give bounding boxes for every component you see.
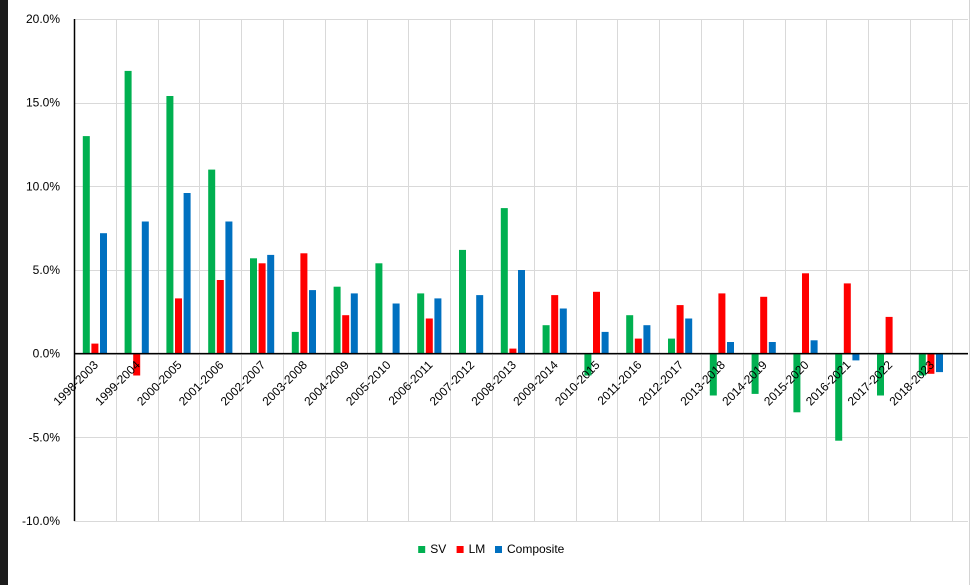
bar-lm-2001-2006[interactable] <box>216 280 224 354</box>
bar-lm-2010-2015[interactable] <box>593 291 600 354</box>
y-tick-label: 20.0% <box>26 12 60 26</box>
gridlines <box>74 19 968 522</box>
y-tick-label: 0.0% <box>33 347 61 361</box>
y-tick-label: 5.0% <box>33 263 61 277</box>
bar-composite-1998-2003[interactable] <box>100 233 107 354</box>
bar-lm-1999-2004[interactable] <box>133 353 141 376</box>
axes <box>73 19 968 521</box>
bar-sv-2003-2008[interactable] <box>291 331 299 354</box>
legend-label-composite[interactable]: Composite <box>507 542 565 556</box>
legend[interactable]: SV LM Composite <box>418 542 565 556</box>
bar-sv-2012-2017[interactable] <box>668 338 675 354</box>
bar-composite-2001-2006[interactable] <box>225 221 233 354</box>
x-axis-tick-labels: 1998-20031999-20042000-20052001-20062002… <box>51 358 938 409</box>
bar-composite-2000-2005[interactable] <box>183 193 191 354</box>
bar-lm-2000-2005[interactable] <box>175 298 182 354</box>
bar-sv-2006-2011[interactable] <box>417 293 425 354</box>
legend-swatch-composite <box>495 546 502 553</box>
bar-sv-2008-2013[interactable] <box>500 208 508 354</box>
x-tick-label: 2005-2010 <box>343 358 394 409</box>
bars <box>82 70 943 441</box>
bar-sv-2015-2020[interactable] <box>793 353 801 413</box>
y-tick-label: 10.0% <box>26 179 60 193</box>
bar-composite-2008-2013[interactable] <box>518 270 525 354</box>
bar-sv-2014-2019[interactable] <box>751 353 759 394</box>
bar-lm-2016-2021[interactable] <box>843 283 851 354</box>
bar-lm-2004-2009[interactable] <box>342 315 350 354</box>
bar-lm-2003-2008[interactable] <box>300 253 308 354</box>
bar-composite-2007-2012[interactable] <box>476 295 484 354</box>
bar-composite-2009-2014[interactable] <box>559 308 567 354</box>
legend-label-lm[interactable]: LM <box>469 542 486 556</box>
legend-swatch-sv <box>418 546 426 553</box>
bar-sv-2009-2014[interactable] <box>542 325 550 354</box>
y-axis-tick-labels: 20.0% 15.0% 10.0% 5.0% 0.0% -5.0% -10.0% <box>22 12 60 528</box>
bar-lm-1998-2003[interactable] <box>91 343 99 354</box>
bar-sv-1999-2004[interactable] <box>124 70 132 354</box>
bar-lm-2008-2013[interactable] <box>509 348 517 354</box>
window-edge <box>0 0 8 585</box>
bar-composite-2013-2018[interactable] <box>727 342 734 354</box>
bar-sv-2017-2022[interactable] <box>877 353 884 396</box>
bar-sv-2004-2009[interactable] <box>333 286 341 354</box>
bar-sv-2001-2006[interactable] <box>208 169 216 354</box>
bar-composite-2003-2008[interactable] <box>309 290 316 354</box>
bar-sv-2018-2023[interactable] <box>918 353 926 376</box>
bar-composite-2016-2021[interactable] <box>852 353 860 361</box>
bar-sv-1998-2003[interactable] <box>82 136 90 354</box>
spreadsheet-cells-edge <box>969 0 973 585</box>
bar-lm-2018-2023[interactable] <box>927 353 935 374</box>
bar-lm-2014-2019[interactable] <box>760 296 768 354</box>
bar-composite-2012-2017[interactable] <box>685 318 693 354</box>
bar-lm-2009-2014[interactable] <box>551 295 559 354</box>
legend-swatch-lm <box>456 546 464 553</box>
bar-sv-2016-2021[interactable] <box>835 353 843 441</box>
bar-sv-2010-2015[interactable] <box>584 353 592 376</box>
bar-lm-2002-2007[interactable] <box>258 263 266 354</box>
legend-label-sv[interactable]: SV <box>430 542 446 556</box>
y-tick-label: 15.0% <box>26 96 60 110</box>
bar-sv-2000-2005[interactable] <box>166 96 174 354</box>
bar-composite-1999-2004[interactable] <box>141 221 149 354</box>
bar-composite-2018-2023[interactable] <box>936 353 943 373</box>
bar-sv-2011-2016[interactable] <box>626 315 634 354</box>
bar-composite-2005-2010[interactable] <box>392 303 400 354</box>
y-tick-label: -5.0% <box>29 430 61 444</box>
bar-composite-2006-2011[interactable] <box>434 298 442 354</box>
x-tick-label: 2018-2023 <box>887 358 938 409</box>
bar-composite-2004-2009[interactable] <box>350 293 358 354</box>
bar-composite-2011-2016[interactable] <box>643 325 651 354</box>
bar-composite-2014-2019[interactable] <box>768 342 776 354</box>
bar-chart[interactable]: 20.0% 15.0% 10.0% 5.0% 0.0% -5.0% -10.0% 1998-… <box>8 0 970 585</box>
y-tick-label: -10.0% <box>22 514 60 528</box>
x-tick-label: 2010-2015 <box>552 358 603 409</box>
bar-composite-2015-2020[interactable] <box>810 340 818 354</box>
bar-lm-2011-2016[interactable] <box>634 338 642 354</box>
bar-lm-2012-2017[interactable] <box>676 305 684 354</box>
bar-lm-2013-2018[interactable] <box>718 293 726 354</box>
bar-lm-2017-2022[interactable] <box>885 316 893 354</box>
bar-sv-2013-2018[interactable] <box>709 353 717 396</box>
bar-composite-2010-2015[interactable] <box>601 331 609 354</box>
bar-sv-2002-2007[interactable] <box>250 258 257 354</box>
bar-lm-2006-2011[interactable] <box>425 318 433 354</box>
bar-lm-2015-2020[interactable] <box>802 273 809 354</box>
bar-composite-2002-2007[interactable] <box>267 254 275 354</box>
bar-sv-2007-2012[interactable] <box>459 249 466 354</box>
bar-sv-2005-2010[interactable] <box>375 263 383 354</box>
chart-area[interactable]: 20.0% 15.0% 10.0% 5.0% 0.0% -5.0% -10.0% 1998-… <box>8 0 970 585</box>
